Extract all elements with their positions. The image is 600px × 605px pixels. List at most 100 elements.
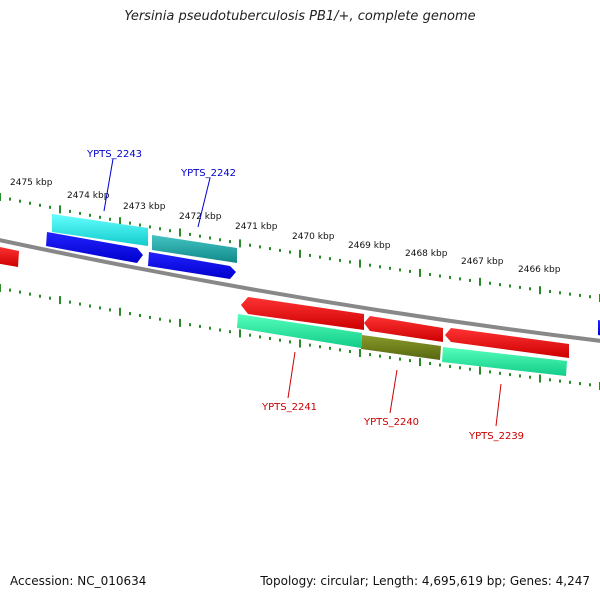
leader-line <box>389 369 398 414</box>
minor-tick <box>99 306 101 310</box>
major-tick <box>239 329 241 338</box>
minor-tick <box>579 293 581 297</box>
leader-line <box>103 158 114 212</box>
minor-tick <box>499 371 501 375</box>
inner-tick-track <box>0 284 600 390</box>
minor-tick <box>79 302 81 306</box>
major-tick <box>59 205 61 214</box>
major-tick <box>0 284 1 292</box>
minor-tick <box>159 227 161 231</box>
gene-arrow-ypts-2242[interactable] <box>148 252 236 279</box>
major-tick <box>179 228 181 237</box>
minor-tick <box>409 359 411 363</box>
gene-label[interactable]: YPTS_2240 <box>363 417 419 428</box>
minor-tick <box>429 273 431 276</box>
minor-tick <box>139 223 141 227</box>
minor-tick <box>579 382 581 386</box>
major-tick <box>479 277 481 286</box>
major-tick <box>179 318 181 327</box>
gene-label[interactable]: YPTS_2242 <box>180 168 236 179</box>
scale-label: 2466 kbp <box>518 265 561 275</box>
minor-tick <box>259 335 261 339</box>
gene-label[interactable]: YPTS_2239 <box>468 431 524 442</box>
scale-label: 2467 kbp <box>461 257 504 267</box>
minor-tick <box>509 373 511 377</box>
minor-tick <box>399 268 401 272</box>
major-tick <box>479 366 481 375</box>
minor-tick <box>319 255 321 259</box>
minor-tick <box>129 312 131 316</box>
minor-tick <box>569 380 571 384</box>
minor-tick <box>49 296 51 300</box>
minor-tick <box>489 370 491 374</box>
feature-aqua-left[interactable] <box>237 314 362 348</box>
minor-tick <box>289 340 291 344</box>
minor-tick <box>339 348 341 352</box>
minor-tick <box>549 378 551 382</box>
major-tick <box>539 374 541 383</box>
minor-tick <box>499 283 501 287</box>
minor-tick <box>159 317 161 321</box>
minor-tick <box>269 337 271 340</box>
minor-tick <box>19 199 21 203</box>
minor-tick <box>339 258 341 262</box>
major-tick <box>359 259 361 268</box>
feature-cyan[interactable] <box>52 214 148 246</box>
minor-tick <box>469 278 471 282</box>
leader-line <box>197 177 211 228</box>
minor-tick <box>309 343 311 347</box>
major-tick <box>119 307 121 316</box>
minor-tick <box>559 291 561 295</box>
minor-tick <box>589 295 591 299</box>
map-title: Yersinia pseudotuberculosis PB1/+, compl… <box>124 9 476 24</box>
major-tick <box>359 349 361 357</box>
minor-tick <box>459 277 461 281</box>
minor-tick <box>189 323 191 327</box>
minor-tick <box>319 345 321 349</box>
minor-tick <box>379 354 381 358</box>
feature-olive[interactable] <box>361 335 441 360</box>
major-tick <box>299 339 301 348</box>
minor-tick <box>369 263 371 267</box>
major-tick <box>419 268 421 277</box>
minor-tick <box>429 362 431 365</box>
gene-label[interactable]: YPTS_2243 <box>86 149 142 160</box>
scale-label: 2474 kbp <box>67 191 110 201</box>
major-tick <box>59 296 61 305</box>
gene-arrow-ypts-2240[interactable] <box>364 316 443 342</box>
minor-tick <box>329 257 331 261</box>
scale-label: 2469 kbp <box>348 241 391 251</box>
minor-tick <box>209 236 211 240</box>
gene-arrow-ypts-2243[interactable] <box>46 232 143 263</box>
major-tick <box>119 217 121 226</box>
gene-arrow-partial-left[interactable] <box>0 246 19 267</box>
minor-tick <box>149 315 151 319</box>
gene-arrow-ypts-2239[interactable] <box>445 328 569 358</box>
gene-arrow-ypts-2241[interactable] <box>241 297 364 330</box>
feature-aqua-right[interactable] <box>442 347 567 376</box>
minor-tick <box>169 319 171 323</box>
major-tick <box>539 286 541 295</box>
minor-tick <box>439 274 441 278</box>
minor-tick <box>29 201 31 205</box>
minor-tick <box>259 245 261 249</box>
minor-tick <box>519 374 521 378</box>
minor-tick <box>229 240 231 244</box>
minor-tick <box>459 366 461 370</box>
minor-tick <box>389 266 391 270</box>
feature-teal[interactable] <box>152 235 237 263</box>
minor-tick <box>309 253 311 257</box>
scale-label: 2468 kbp <box>405 249 448 259</box>
minor-tick <box>49 205 51 209</box>
scale-label: 2471 kbp <box>235 222 278 232</box>
minor-tick <box>529 375 531 379</box>
minor-tick <box>219 238 221 242</box>
genome-summary-text: Topology: circular; Length: 4,695,619 bp… <box>260 574 590 588</box>
minor-tick <box>569 292 571 296</box>
minor-tick <box>189 232 191 236</box>
minor-tick <box>109 308 111 312</box>
minor-tick <box>349 260 351 264</box>
gene-label[interactable]: YPTS_2241 <box>261 402 317 413</box>
